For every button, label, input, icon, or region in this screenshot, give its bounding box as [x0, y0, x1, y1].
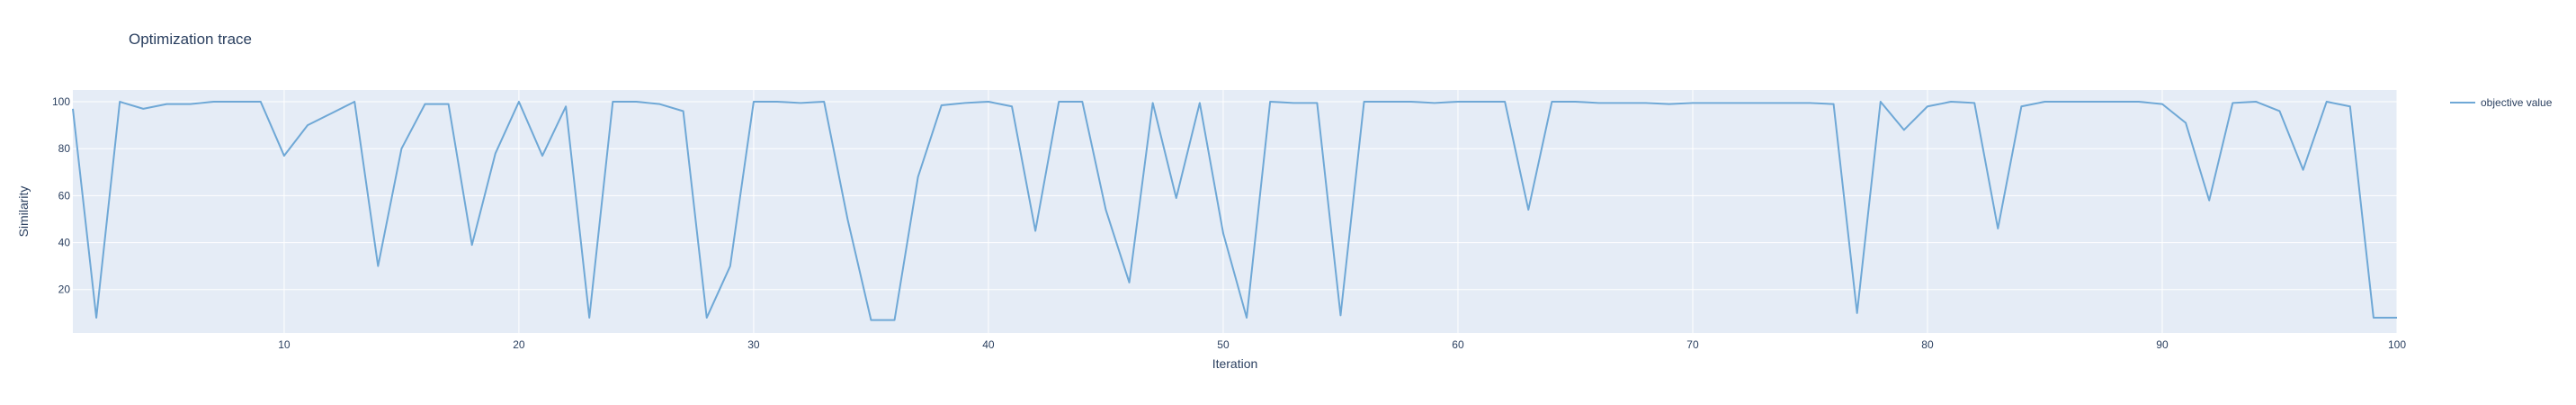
- y-tick-labels: 20 40 60 80 100: [52, 95, 70, 296]
- y-tick-label: 20: [58, 284, 71, 296]
- series-line: [72, 101, 2397, 321]
- x-tick-label: 60: [1452, 338, 1464, 351]
- y-tick-label: 40: [58, 237, 71, 249]
- x-tick-labels: 10 20 30 40 50 60 70 80 90 100: [278, 338, 2406, 351]
- y-axis-label: Similarity: [16, 186, 31, 238]
- x-tick-label: 90: [2156, 338, 2169, 351]
- legend[interactable]: objective value: [2450, 96, 2553, 109]
- x-tick-label: 10: [278, 338, 291, 351]
- x-tick-label: 80: [1921, 338, 1934, 351]
- x-axis-label: Iteration: [1212, 356, 1258, 371]
- x-tick-label: 100: [2388, 338, 2406, 351]
- x-tick-label: 40: [982, 338, 995, 351]
- x-tick-label: 70: [1686, 338, 1699, 351]
- y-tick-label: 80: [58, 142, 71, 155]
- chart-title: Optimization trace: [129, 31, 252, 48]
- y-tick-label: 100: [52, 95, 70, 108]
- x-tick-label: 50: [1217, 338, 1230, 351]
- plot-area: [73, 90, 2397, 333]
- gridlines: [73, 90, 2398, 333]
- x-tick-label: 30: [747, 338, 760, 351]
- y-tick-label: 60: [58, 189, 71, 202]
- x-tick-label: 20: [513, 338, 525, 351]
- series-layer: [72, 101, 2397, 321]
- legend-label: objective value: [2481, 96, 2553, 109]
